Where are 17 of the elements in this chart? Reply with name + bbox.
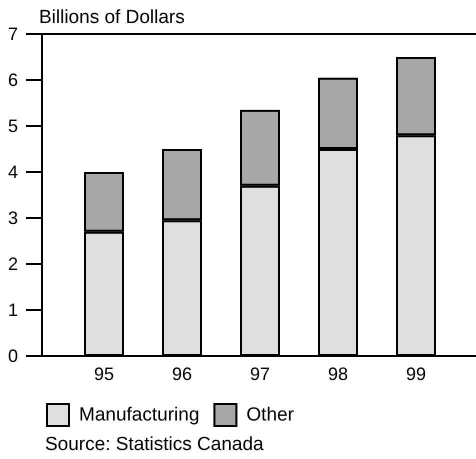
x-tick-label: 98 — [328, 364, 348, 384]
x-tick-label: 95 — [94, 364, 114, 384]
y-tick-label: 3 — [8, 208, 18, 228]
source-note: Source: Statistics Canada — [45, 434, 264, 455]
y-tick-label: 7 — [8, 24, 18, 44]
y-tick-label: 2 — [8, 254, 18, 274]
legend-label: Other — [246, 404, 295, 426]
y-axis-title: Billions of Dollars — [39, 7, 185, 28]
y-tick-label: 6 — [8, 70, 18, 90]
legend-label: Manufacturing — [79, 404, 200, 426]
y-tick-label: 0 — [8, 346, 18, 366]
y-tick-label: 5 — [8, 116, 18, 136]
x-tick-label: 96 — [172, 364, 192, 384]
y-tick-label: 1 — [8, 300, 18, 320]
x-tick-label: 99 — [406, 364, 426, 384]
x-tick-label: 97 — [250, 364, 270, 384]
y-tick-label: 4 — [8, 162, 18, 182]
